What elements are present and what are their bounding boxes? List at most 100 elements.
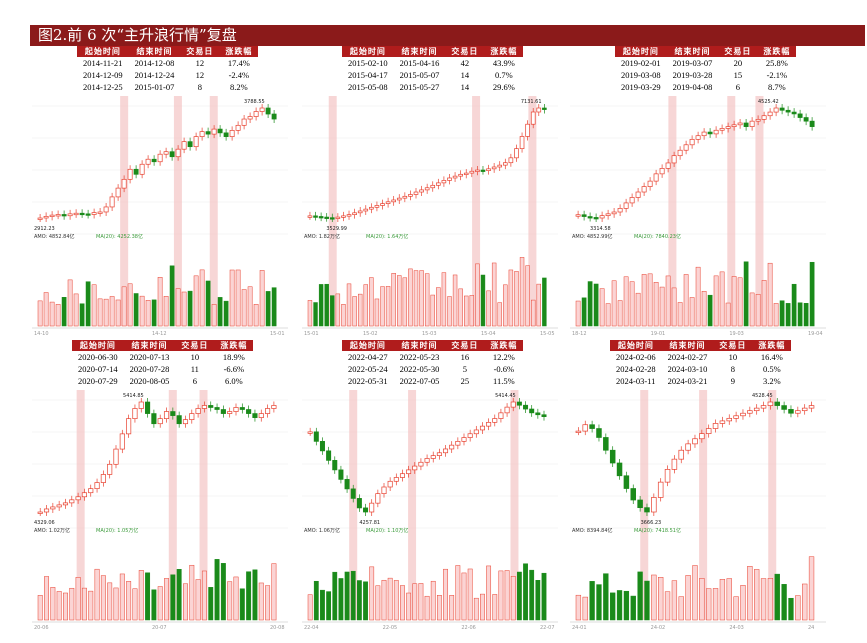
volume-bar — [623, 276, 629, 327]
rally-band — [76, 390, 85, 620]
candle-body — [418, 461, 424, 467]
volume-bar — [683, 274, 689, 327]
rally-band — [755, 96, 764, 326]
candle-body — [344, 479, 350, 490]
candle-body — [181, 141, 187, 150]
volume-bar — [740, 585, 746, 621]
volume-bar — [419, 270, 424, 327]
figure-title: 图2.前 6 次“主升浪行情”复盘 — [30, 25, 865, 46]
candle-body — [593, 217, 599, 220]
volume-bar — [671, 580, 678, 621]
volume-bar — [747, 566, 753, 621]
table-cell: 2022-04-27 — [348, 352, 388, 362]
rally-band — [168, 390, 177, 620]
volume-bar — [208, 587, 214, 621]
volume-bar — [181, 291, 187, 327]
candle-body — [211, 128, 217, 135]
candle-body — [43, 216, 49, 219]
volume-bar — [375, 585, 381, 621]
volume-bar — [335, 293, 341, 327]
candle-body — [773, 107, 779, 113]
candle-body — [399, 473, 405, 478]
candle-body — [671, 155, 677, 164]
table-cell: 8.7% — [767, 82, 786, 92]
volume-bar — [151, 589, 157, 621]
volume-bar — [176, 569, 182, 621]
volume-bar — [44, 576, 49, 621]
table-row: 2022-05-31 2022-07-05 25 11.5% — [342, 375, 523, 387]
candle-body — [151, 158, 157, 163]
volume-bar — [346, 283, 352, 327]
candle-body — [49, 214, 55, 217]
x-tick-label: 22-07 — [540, 625, 555, 630]
table-cell: 2024-02-27 — [667, 352, 708, 362]
candle-body — [659, 168, 665, 175]
table-header: 涨跌幅 — [757, 46, 797, 57]
table-header: 交易日 — [713, 340, 753, 351]
candle-body — [119, 433, 125, 450]
volume-bar — [599, 288, 605, 327]
volume-bar — [164, 578, 169, 621]
volume-bar — [726, 578, 732, 621]
candle-body — [341, 215, 346, 218]
amo-label: AMO: 4852.99亿 — [572, 233, 613, 240]
table-header: 起始时间 — [615, 46, 667, 57]
volume-bar — [418, 583, 424, 621]
candle-body — [413, 191, 419, 195]
volume-bar — [635, 292, 641, 327]
candle-body — [767, 111, 773, 117]
candle-body — [369, 502, 375, 513]
table-header: 交易日 — [175, 340, 215, 351]
volume-bar — [201, 570, 207, 621]
ma-label: MA(20): 1.64万亿 — [366, 233, 408, 240]
volume-bar — [408, 268, 413, 327]
table-cell: 6 — [192, 376, 197, 386]
candle-body — [37, 217, 43, 220]
table-header: 结束时间 — [661, 340, 714, 351]
volume-bar — [441, 272, 447, 327]
candle-body — [692, 438, 698, 445]
table-row: 2020-07-29 2020-08-05 6 6.0% — [72, 375, 253, 387]
volume-bar — [706, 588, 712, 621]
volume-bar — [689, 297, 695, 327]
volume-bar — [81, 587, 87, 621]
table-cell: 2015-02-10 — [348, 58, 388, 68]
volume-bar — [374, 298, 380, 327]
candle-body — [91, 212, 97, 215]
volume-bar — [514, 271, 519, 327]
volume-bar — [145, 572, 151, 621]
candle-body — [530, 111, 536, 125]
rally-band — [120, 96, 129, 326]
volume-bar — [737, 277, 743, 327]
volume-bar — [651, 574, 657, 621]
volume-bar — [43, 292, 49, 327]
candle-body — [497, 164, 503, 168]
candle-body — [452, 175, 458, 179]
table-cell: 12 — [195, 58, 205, 68]
candle-body — [79, 212, 85, 216]
volume-bar — [788, 597, 794, 621]
low-label: 2912.23 — [34, 226, 55, 232]
x-tick-label: 22-06 — [461, 625, 476, 630]
volume-bar — [671, 287, 677, 327]
candle-body — [726, 417, 733, 422]
x-tick-label: 24-01 — [572, 625, 587, 630]
volume-bar — [773, 303, 779, 327]
volume-bar — [67, 279, 73, 327]
x-tick-label: 15-02 — [363, 331, 378, 336]
volume-bar — [781, 584, 787, 621]
volume-bar — [449, 595, 455, 621]
volume-bar — [387, 577, 393, 621]
volume-bar — [542, 277, 547, 327]
candle-body — [486, 421, 492, 427]
candle-body — [419, 189, 424, 193]
candle-body — [329, 217, 335, 220]
table-header: 涨跌幅 — [219, 46, 259, 57]
volume-bar — [139, 295, 145, 327]
x-tick-label: 20-07 — [152, 625, 167, 630]
table-row: 2019-03-08 2019-03-28 15 -2.1% — [615, 69, 796, 81]
candle-body — [713, 129, 719, 135]
table-cell: 2015-05-08 — [348, 82, 388, 92]
